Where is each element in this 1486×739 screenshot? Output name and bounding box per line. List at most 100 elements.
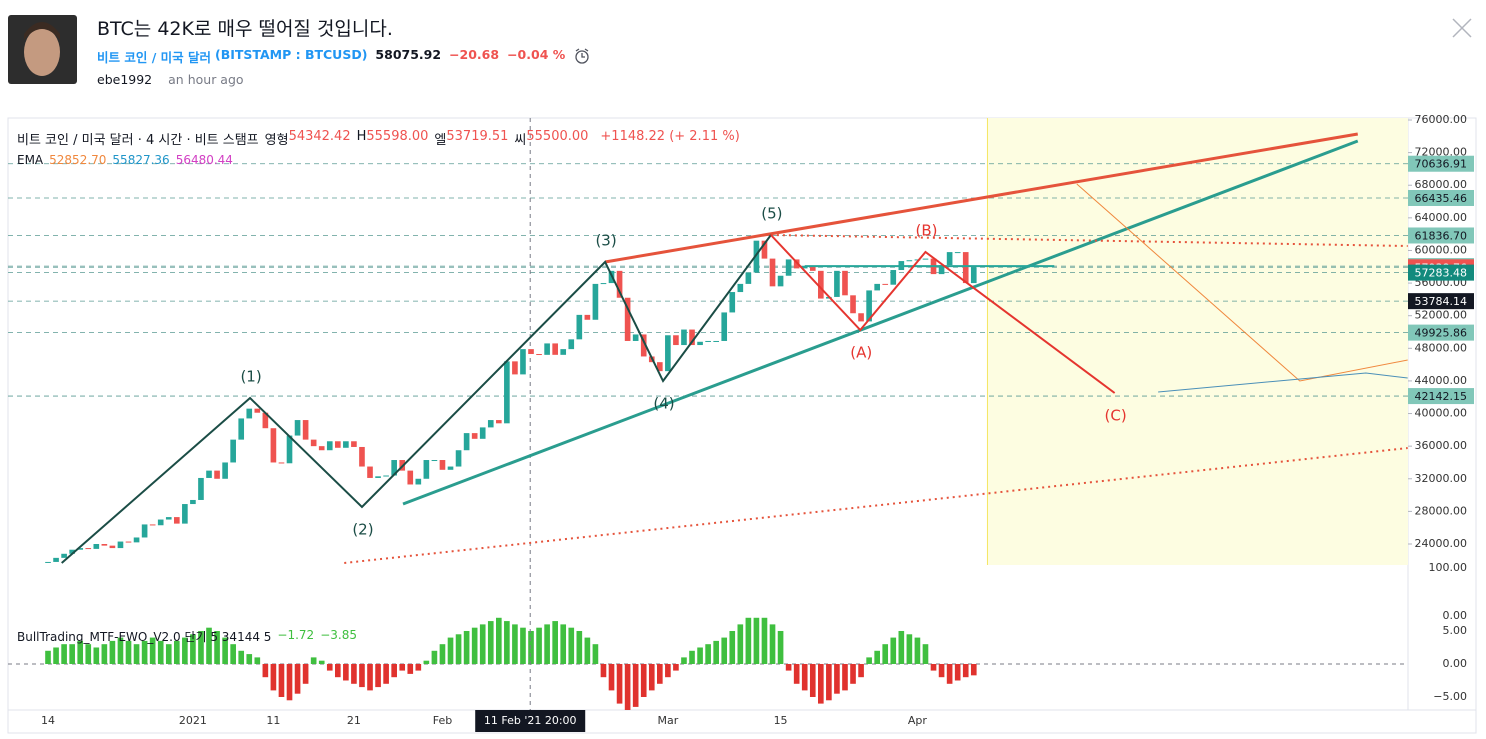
oscillator-bar <box>125 640 132 664</box>
oscillator-bar <box>69 644 75 664</box>
oscillator-bar <box>648 663 655 691</box>
wave-line <box>61 234 772 564</box>
oscillator-bar <box>415 663 422 671</box>
candle <box>53 557 59 562</box>
author[interactable]: ebe1992 <box>97 72 153 87</box>
candle <box>713 340 719 342</box>
oscillator-bar <box>777 630 784 664</box>
candle <box>793 259 800 269</box>
y-tick-label: 28000.00 <box>1415 504 1468 517</box>
ohlc-label: 씨 <box>514 133 527 148</box>
ema-label: EMA <box>17 153 44 167</box>
x-tick-label: 2021 <box>179 714 207 727</box>
oscillator-bar <box>729 630 736 664</box>
y-tick-label: 36000.00 <box>1415 439 1468 452</box>
oscillator-bar <box>238 650 245 664</box>
candle <box>334 441 341 448</box>
symbol-name[interactable]: 비트 코인 / 미국 달러 <box>97 50 211 65</box>
oscillator-bar <box>600 663 607 678</box>
oscillator-bar <box>343 663 349 681</box>
oscillator-bar <box>262 663 269 678</box>
price-badge-label: 57283.48 <box>1415 267 1468 280</box>
oscillator-bar <box>479 624 486 664</box>
oscillator-bar <box>826 663 832 701</box>
oscillator-bar <box>954 663 961 681</box>
ema-value: 56480.44 <box>175 153 233 167</box>
oscillator-bar <box>890 637 897 664</box>
trend-line <box>1158 372 1408 393</box>
y-tick-label: 48000.00 <box>1415 341 1468 354</box>
trend-line <box>770 234 1408 248</box>
candle <box>278 462 285 464</box>
trend-line <box>344 447 1408 564</box>
oscillator-bar <box>407 663 414 674</box>
oscillator-bar <box>173 640 180 664</box>
candle <box>61 553 67 558</box>
avatar-face <box>24 28 60 76</box>
candle <box>576 314 583 340</box>
candle <box>286 435 293 464</box>
candle <box>149 524 156 526</box>
symbol-line: 비트 코인 / 미국 달러 (BITSTAMP : BTCUSD) 58075.… <box>97 47 591 66</box>
close-button[interactable] <box>1452 18 1472 38</box>
oscillator-bar <box>930 663 937 671</box>
ema-legend: EMA 52852.70 55827.36 56480.44 <box>17 153 233 167</box>
price-badge <box>1408 227 1474 244</box>
candle <box>238 418 245 440</box>
oscillator-bar <box>737 624 744 664</box>
x-tick-label: 11 <box>266 714 280 727</box>
legend-change: +1148.22 (+ 2.11 %) <box>600 129 740 144</box>
candle <box>343 441 349 448</box>
candle <box>657 362 663 372</box>
oscillator-legend: BullTrading_MTF-EWO_V2.0 단기 5 34144 5 −1… <box>17 628 357 645</box>
candle <box>962 252 969 284</box>
oscillator-bar <box>850 663 856 684</box>
candle <box>568 339 575 350</box>
candle <box>391 460 397 476</box>
oscillator-bar <box>809 663 816 697</box>
candle <box>705 340 711 342</box>
candle <box>455 450 462 467</box>
oscillator-bar <box>801 663 808 691</box>
y-tick-label: 44000.00 <box>1415 374 1468 387</box>
candle <box>584 314 591 320</box>
price-badge-label: 70636.91 <box>1415 158 1468 171</box>
oscillator-bar <box>326 663 333 671</box>
candle <box>93 544 100 549</box>
candle <box>850 295 856 314</box>
price: 58075.92 <box>375 47 442 62</box>
oscillator-bar <box>423 660 430 664</box>
projection-zone <box>987 118 1408 565</box>
oscillator-bar <box>793 663 800 684</box>
candle <box>640 334 647 357</box>
oscillator-bar <box>946 663 953 684</box>
candle <box>769 258 776 287</box>
oscillator-bar <box>713 640 719 664</box>
candle <box>375 476 381 478</box>
oscillator-bar <box>286 663 293 701</box>
candle <box>431 460 438 462</box>
oscillator-bar <box>495 617 502 664</box>
wave-label: (B) <box>915 222 937 240</box>
oscillator-bar <box>584 637 591 664</box>
candle <box>874 283 880 291</box>
alert-icon[interactable] <box>573 47 591 65</box>
oscillator-bar <box>182 637 188 664</box>
candle <box>834 270 840 297</box>
candle <box>552 343 558 355</box>
oscillator-bar <box>165 644 172 664</box>
change: −20.68 <box>449 47 500 62</box>
oscillator-bar <box>665 663 671 678</box>
oscillator-bar <box>391 663 397 678</box>
symbol-code[interactable]: (BITSTAMP : BTCUSD) <box>214 47 368 62</box>
candle <box>882 283 889 285</box>
oscillator-bar <box>157 640 164 664</box>
price-badge <box>1408 388 1474 405</box>
candle <box>818 270 824 299</box>
y-tick-label: 76000.00 <box>1415 113 1468 126</box>
oscillator-bar <box>431 650 438 664</box>
candle <box>922 258 929 260</box>
ohlc-value: 54342.42 <box>288 129 351 144</box>
wave-label: (A) <box>850 344 872 362</box>
